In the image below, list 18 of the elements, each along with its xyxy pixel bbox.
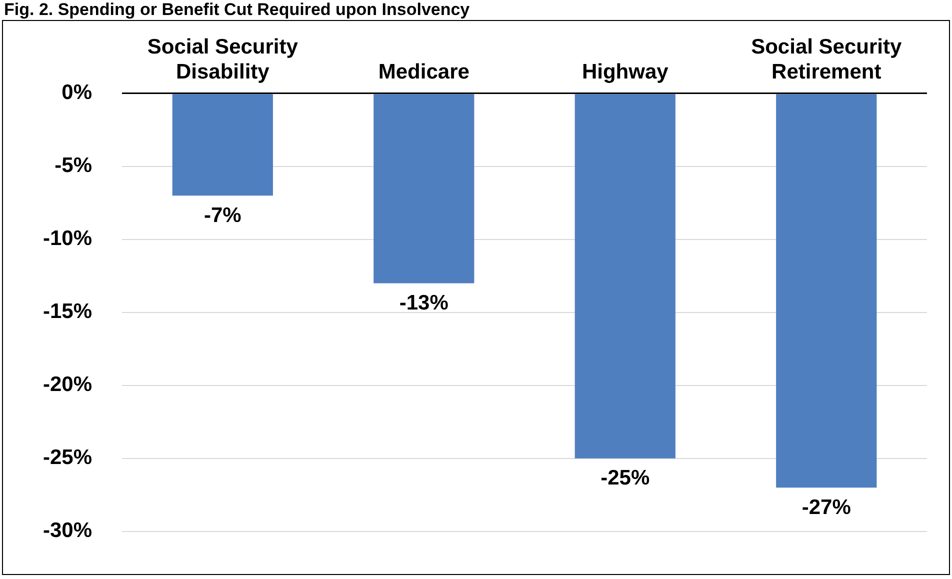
y-tick-label: -10%: [42, 227, 92, 250]
y-tick-label: -20%: [42, 373, 92, 396]
data-label: -25%: [600, 466, 650, 490]
y-tick-label: -15%: [42, 300, 92, 324]
y-tick-label: -30%: [42, 519, 92, 542]
chart-title: Fig. 2. Spending or Benefit Cut Required upon Insolvency: [3, 0, 471, 20]
y-tick-label: -25%: [42, 446, 92, 470]
data-label: -27%: [802, 496, 852, 519]
category-label: Disability: [176, 60, 270, 84]
category-label: Highway: [582, 60, 668, 84]
category-label: Social Security: [147, 35, 298, 58]
category-label: Medicare: [378, 60, 470, 84]
category-label: Social Security: [751, 35, 902, 58]
category-label: Retirement: [772, 60, 882, 84]
data-label: -13%: [399, 291, 449, 314]
y-tick-label: 0%: [62, 81, 92, 104]
y-tick-label: -5%: [54, 154, 92, 178]
data-label: -7%: [204, 204, 242, 227]
